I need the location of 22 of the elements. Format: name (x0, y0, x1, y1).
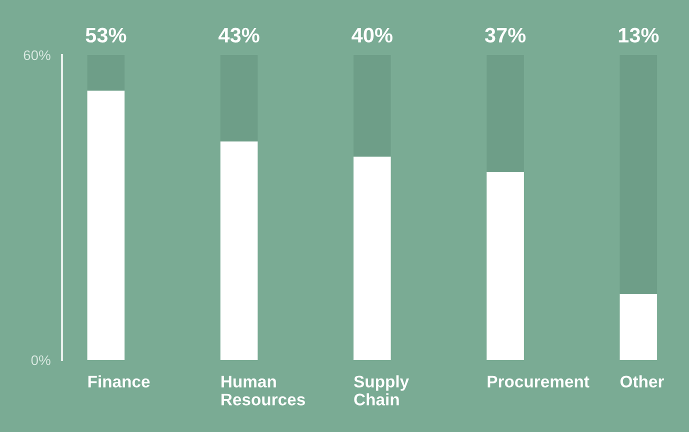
bar (486, 172, 524, 360)
x-tick-label: Supply Chain (354, 375, 410, 406)
annotation: 13% (618, 28, 659, 43)
bar (354, 55, 391, 157)
bar (486, 55, 524, 172)
x-tick-label: Finance (88, 375, 150, 388)
x-tick-label: Human Resources (222, 376, 305, 406)
bar (620, 55, 658, 294)
bar (220, 55, 258, 142)
bar (87, 90, 125, 360)
annotation: 40% (352, 28, 392, 43)
y-tick-label: 60% (24, 50, 50, 60)
bar (354, 156, 391, 360)
bar (220, 141, 258, 360)
x-tick-label: Other (620, 375, 664, 388)
annotation: 53% (86, 28, 126, 43)
y-tick-label: 0% (31, 355, 50, 366)
x-tick-label: Procurement (488, 376, 590, 388)
bar (87, 55, 125, 91)
bar (620, 294, 658, 360)
annotation: 43% (218, 28, 260, 43)
annotation: 37% (484, 28, 526, 43)
